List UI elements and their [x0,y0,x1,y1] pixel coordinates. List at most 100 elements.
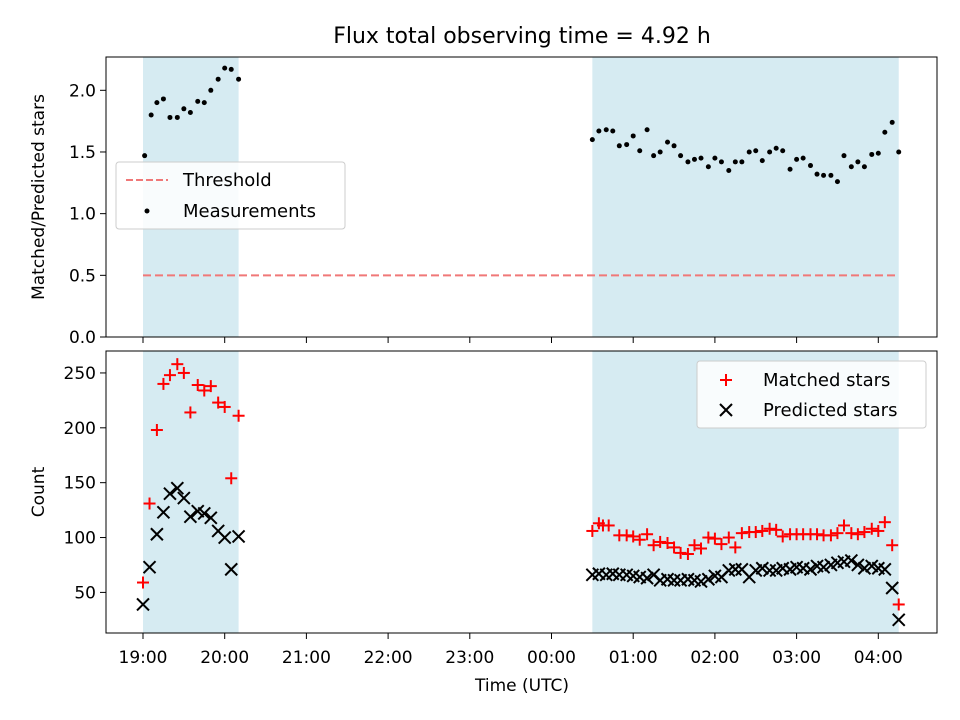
matched-star-point [708,532,721,545]
matched-star-point [722,531,735,544]
matched-star-point [661,537,674,550]
matched-star-point [776,530,789,543]
ratio-panel: 0.00.51.01.52.0 Matched/Predicted stars … [29,56,938,348]
matched-star-point [715,538,728,551]
matched-star-point [137,576,149,589]
measurement-point [160,96,166,102]
predicted-star-point [224,562,238,577]
matched-star-point [749,526,762,539]
matched-star-point [150,424,163,437]
predicted-star-point [640,571,654,585]
measurement-point [603,127,609,133]
measurement-point [739,159,745,165]
matched-star-point [586,524,599,537]
x-tick-label: 04:00 [854,648,903,668]
measurement-point [678,153,684,159]
matched-star-point [837,519,850,532]
measurement-point [861,164,867,170]
measurement-point [896,149,902,155]
measurement-point [657,149,663,155]
matched-star-point [204,380,217,393]
predicted-star-point [136,597,150,612]
matched-star-point [872,524,885,537]
measurement-point [181,106,187,112]
x-tick-label: 21:00 [282,648,331,668]
matched-star-point [851,528,864,541]
measurement-point [624,142,630,148]
measurements-legend-swatch [144,208,150,214]
predicted-star-point [170,481,185,495]
measurement-point [665,139,671,145]
matched-star-point [654,535,667,548]
matched-star-point [602,519,615,532]
measurement-point [841,153,847,159]
predicted-star-point [204,511,218,525]
predicted-star-point [885,581,899,595]
predicted-star-point [728,562,743,577]
measurement-point [712,155,718,161]
count-y-axis-label: Count [29,466,49,517]
matched-star-point [831,527,844,540]
predicted-legend-swatch [719,403,733,417]
count-x-axis: 19:00 20:00 21:00 22:00 23:00 00:00 01:00 02:00… [119,633,903,668]
predicted-star-point [857,561,872,575]
predicted-star-point [156,505,171,520]
measurement-point [821,172,827,178]
measurement-point [610,128,616,134]
matched-star-point [811,528,824,541]
matched-star-point [171,358,184,371]
matched-star-point [892,598,905,611]
measurement-point [651,153,657,159]
ratio-series-layer [142,65,902,277]
x-tick-label: 02:00 [690,648,739,668]
measurement-point [596,128,602,134]
predicted-star-point [762,563,777,578]
measurements-legend-label: Measurements [183,201,316,222]
ratio-legend: Threshold Measurements [115,161,346,230]
measurement-point [732,159,738,165]
matched-star-point [865,522,878,535]
measurement-point [773,145,779,151]
measurement-point [848,164,854,170]
predicted-star-point [142,560,157,574]
matched-star-point [756,524,769,537]
matched-star-point [681,547,694,560]
y-tick-label: 50 [74,583,96,603]
measurement-point [616,143,622,149]
y-tick-label: 0.5 [69,266,96,286]
ratio-y-axis: 0.0 0.5 1.0 1.5 2.0 [69,81,106,348]
matched-star-point [232,409,245,422]
y-tick-label: 100 [64,529,96,549]
y-tick-label: 250 [64,364,96,384]
count-legend-box [696,360,927,429]
ratio-y-axis-label: Matched/Predicted stars [29,94,49,300]
predicted-star-point [694,574,708,589]
matched-star-point [886,539,899,552]
matched-star-point [729,541,742,554]
y-tick-label: 2.0 [69,81,96,101]
measurement-point [889,119,895,125]
measurement-point [142,153,148,159]
predicted-star-point [177,491,191,505]
measurement-point [154,100,160,106]
ratio-x-axis [142,337,879,343]
threshold-legend-label: Threshold [182,170,272,191]
predicted-star-point [878,562,892,577]
observing-band-1 [143,351,239,633]
measurement-point [800,155,806,161]
measurement-point [855,159,861,165]
matched-legend-label: Matched stars [763,370,890,391]
measurement-point [698,155,704,161]
x-tick-label: 03:00 [772,648,821,668]
predicted-legend-label: Predicted stars [763,400,897,421]
count-series-layer [136,358,906,627]
count-y-axis: 50 100 150 200 250 [64,364,106,603]
measurement-point [807,163,813,169]
measurement-point [759,158,765,164]
predicted-star-point [844,553,859,568]
matched-star-point [702,531,715,544]
measurement-point [705,164,711,170]
measurement-point [630,133,636,139]
matched-star-point [212,396,225,409]
matched-star-point [225,472,238,485]
